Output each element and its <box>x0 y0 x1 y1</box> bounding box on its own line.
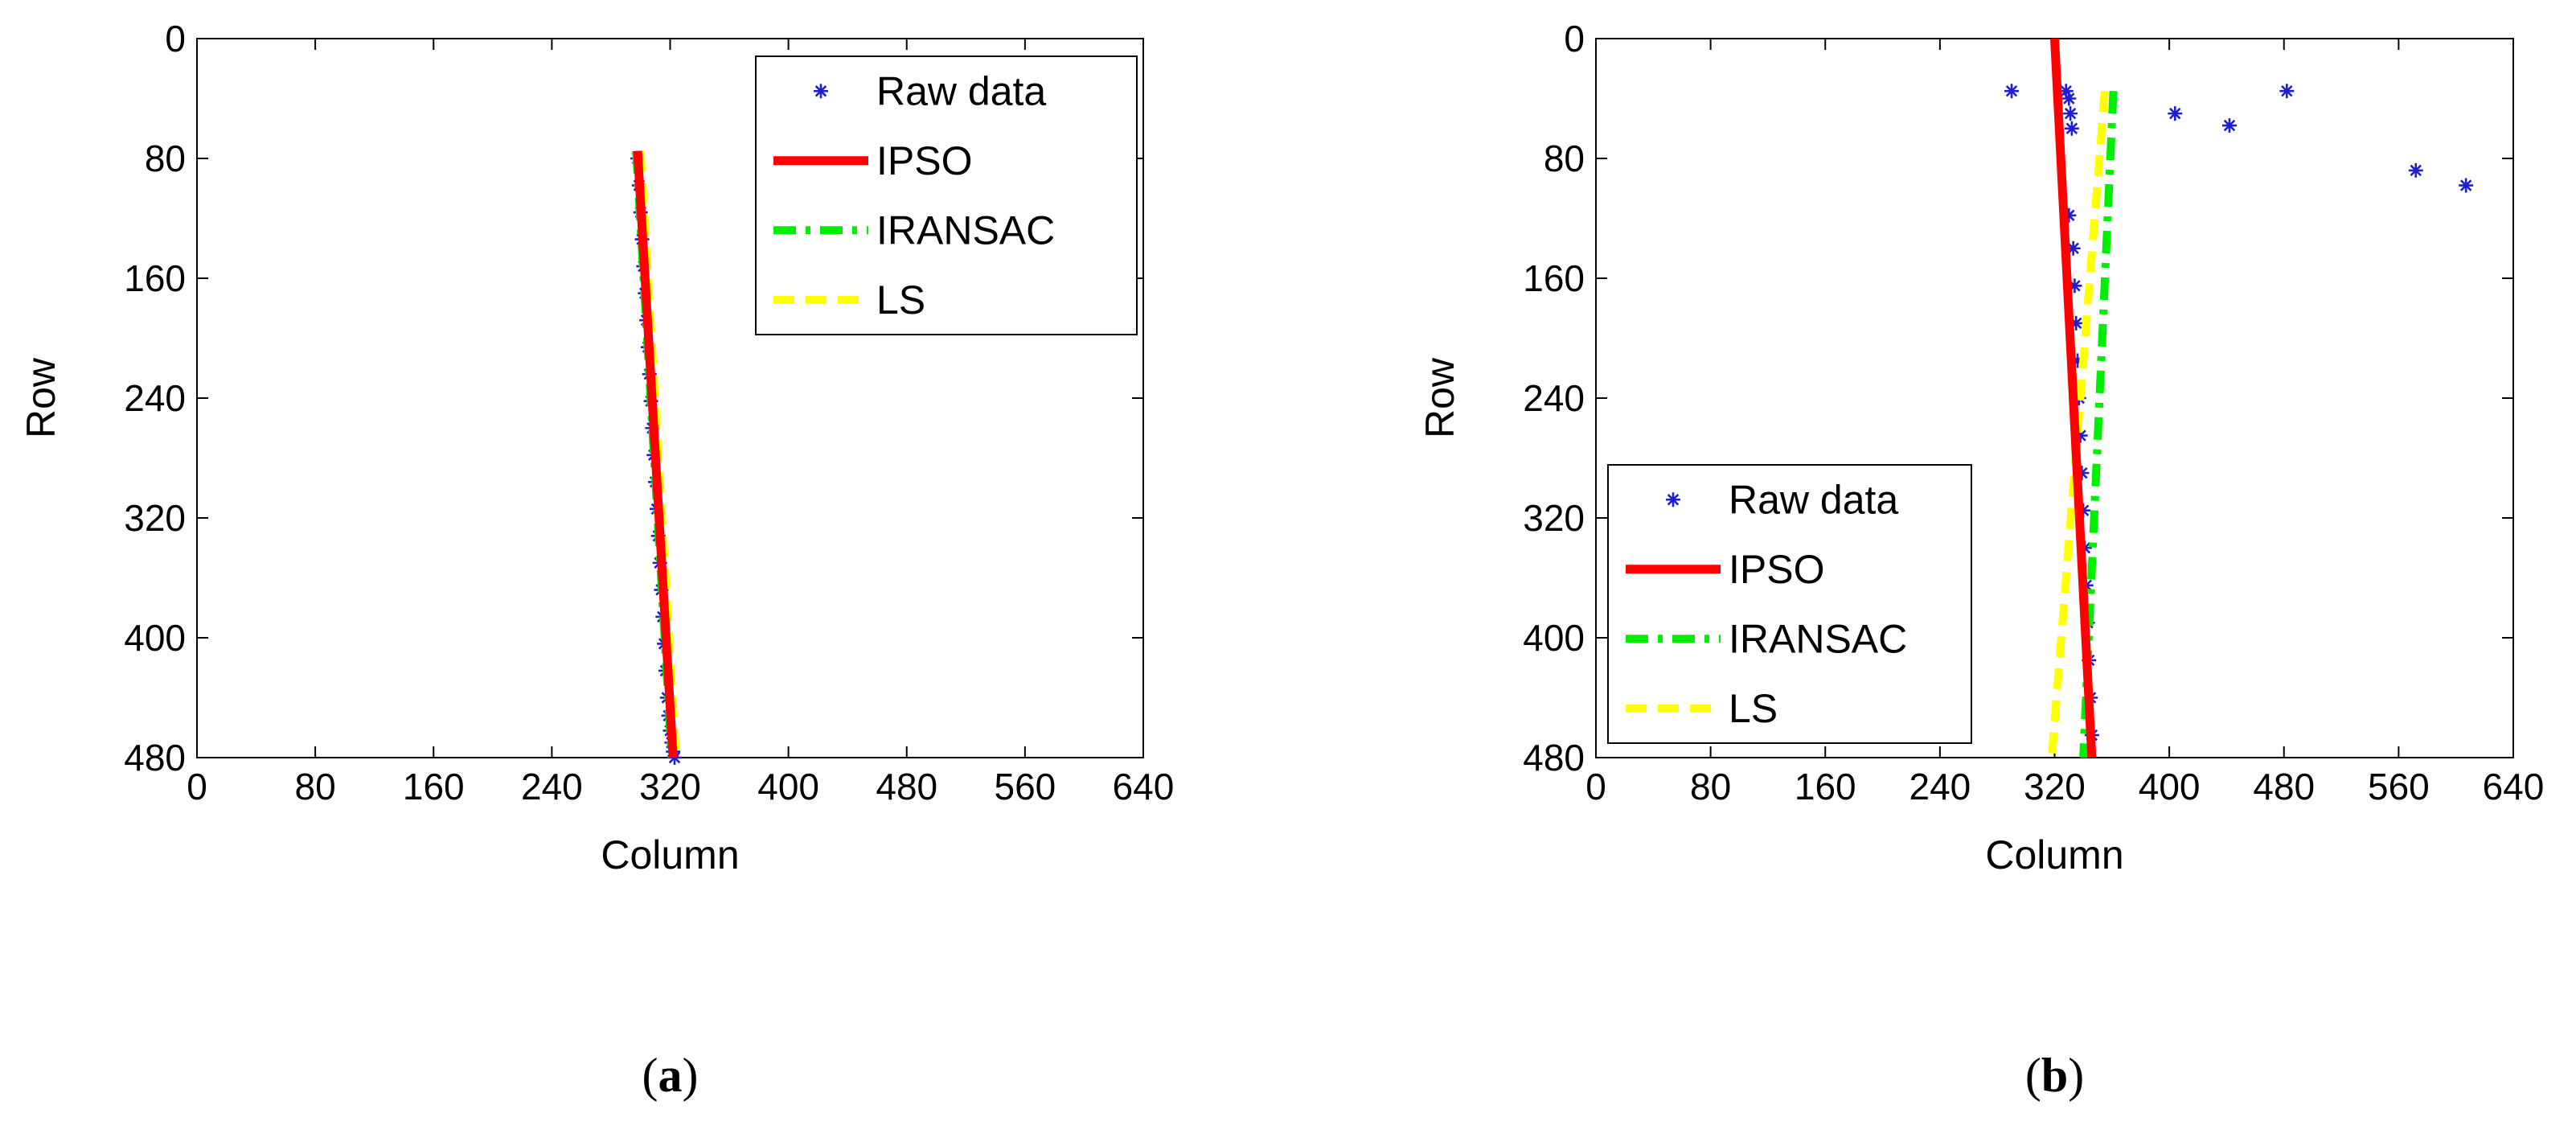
raw-data-point <box>2061 91 2077 106</box>
y-tick-label: 0 <box>1564 18 1585 60</box>
legend-label: IPSO <box>1729 547 1824 592</box>
x-tick-label: 0 <box>187 766 207 807</box>
caption-open-paren: ( <box>642 1049 658 1102</box>
legend: Raw data IPSO IRANSAC LS <box>755 55 1138 335</box>
raw-data-point <box>2168 106 2183 121</box>
x-tick-label: 640 <box>1113 766 1175 807</box>
y-axis-label: Row <box>18 357 64 438</box>
x-tick-label: 80 <box>295 766 336 807</box>
raw-data-point <box>2408 162 2423 178</box>
legend-box <box>1607 464 1972 744</box>
panel-caption: (a) <box>642 1049 699 1102</box>
legend-label: IRANSAC <box>1729 616 1907 661</box>
x-axis-label: Column <box>1985 832 2123 877</box>
legend-marker-raw-data <box>1666 492 1680 507</box>
series-line-iransac <box>2079 90 2118 758</box>
x-tick-label: 480 <box>876 766 937 807</box>
x-tick-label: 0 <box>1585 766 1606 807</box>
legend-box <box>755 55 1138 335</box>
legend-label: LS <box>1729 686 1778 731</box>
y-tick-label: 80 <box>1544 138 1585 179</box>
legend-label: LS <box>876 277 925 323</box>
legend-marker-raw-data <box>814 84 828 99</box>
x-tick-label: 80 <box>1690 766 1731 807</box>
y-tick-label: 240 <box>1523 377 1585 419</box>
legend-label: Raw data <box>1729 477 1898 522</box>
caption-close-paren: ) <box>2068 1049 2084 1102</box>
caption-open-paren: ( <box>2025 1049 2041 1102</box>
x-tick-label: 480 <box>2253 766 2315 807</box>
x-tick-label: 240 <box>521 766 583 807</box>
chart-panel-b: 0 80 160 240 320 400 480 560 640 0 80 160 240 320 400 4… <box>1417 18 2544 1102</box>
raw-data-point <box>2004 84 2020 99</box>
y-tick-label: 240 <box>124 377 186 419</box>
x-tick-label: 560 <box>995 766 1056 807</box>
x-tick-label: 400 <box>757 766 819 807</box>
y-tick-label: 480 <box>124 737 186 779</box>
x-tick-label: 560 <box>2368 766 2430 807</box>
panel-caption: (b) <box>2025 1049 2084 1102</box>
legend-label: Raw data <box>876 68 1046 113</box>
y-tick-label: 320 <box>1523 497 1585 539</box>
x-tick-label: 400 <box>2139 766 2201 807</box>
x-tick-label: 320 <box>639 766 701 807</box>
raw-data-point <box>2222 118 2238 134</box>
y-axis-label: Row <box>1417 357 1462 438</box>
x-tick-label: 640 <box>2483 766 2545 807</box>
y-tick-label: 160 <box>124 257 186 299</box>
x-tick-label: 160 <box>1795 766 1856 807</box>
raw-data-point <box>2063 106 2078 121</box>
legend-label: IRANSAC <box>876 207 1055 253</box>
y-tick-label: 80 <box>145 138 186 179</box>
caption-close-paren: ) <box>683 1049 699 1102</box>
raw-data-point <box>2459 178 2474 193</box>
x-tick-label: 240 <box>1909 766 1971 807</box>
y-tick-label: 320 <box>124 497 186 539</box>
y-tick-label: 0 <box>165 18 186 60</box>
chart-panel-a: 0 80 160 240 320 400 480 560 640 0 80 160 240 320 400 4… <box>18 18 1174 1102</box>
y-tick-label: 400 <box>124 617 186 659</box>
raw-data-point <box>2064 121 2079 136</box>
series-line-ipso <box>2050 38 2097 758</box>
legend-label: IPSO <box>876 138 972 183</box>
y-tick-label: 480 <box>1523 737 1585 779</box>
legend: Raw data IPSO IRANSAC LS <box>1607 464 1972 744</box>
raw-data-point <box>2279 84 2295 99</box>
x-tick-label: 160 <box>403 766 465 807</box>
caption-letter: b <box>2041 1049 2068 1102</box>
x-tick-label: 320 <box>2024 766 2086 807</box>
caption-letter: a <box>658 1049 683 1102</box>
y-tick-label: 160 <box>1523 257 1585 299</box>
y-tick-label: 400 <box>1523 617 1585 659</box>
series-line-ipso <box>633 150 678 758</box>
x-axis-label: Column <box>601 832 739 877</box>
